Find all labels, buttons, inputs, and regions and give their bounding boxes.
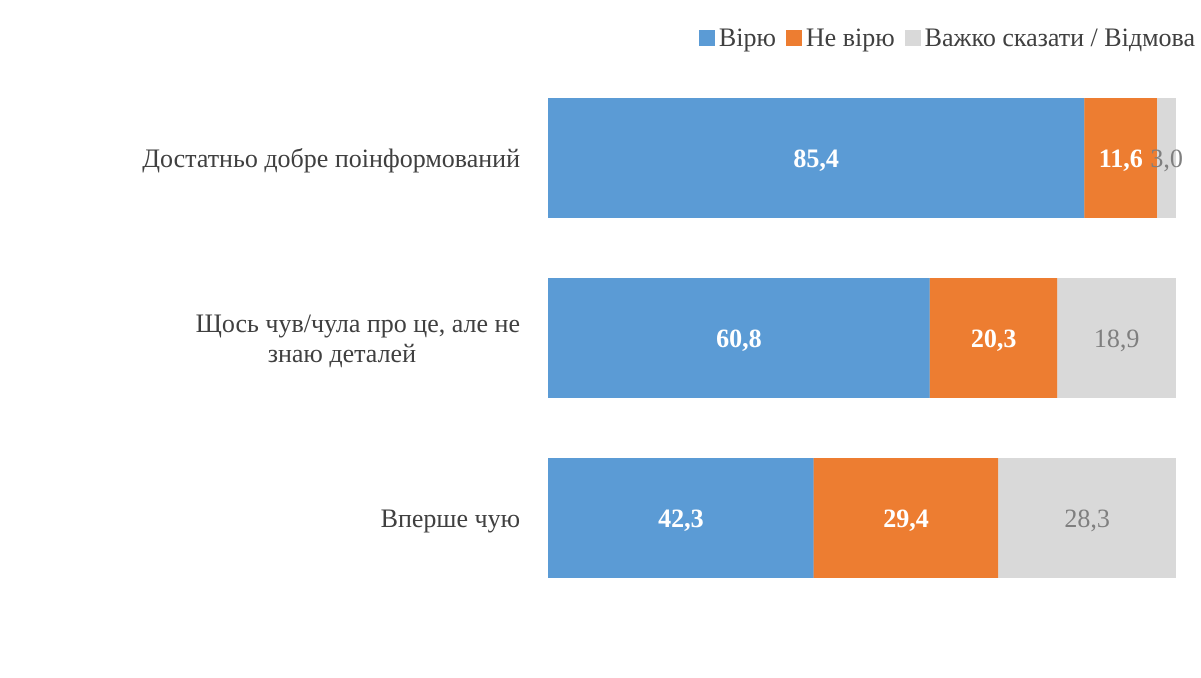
data-label-not-believe: 11,6	[1099, 144, 1143, 173]
bar-segment-hard-to-say	[1057, 278, 1176, 398]
data-label-hard-to-say: 3,0	[1150, 144, 1183, 173]
legend-label-not-believe: Не вірю	[805, 23, 895, 52]
bar-segment-not-believe	[813, 458, 999, 578]
bar-segment-believe	[548, 458, 814, 578]
data-label-believe: 42,3	[658, 504, 704, 533]
legend-swatch-not-believe	[785, 30, 802, 46]
bar-segment-hard-to-say	[998, 458, 1176, 578]
category-label: Достатньо добре поінформований	[142, 144, 520, 173]
legend-item-believe: Вірю	[698, 23, 776, 53]
data-label-believe: 60,8	[716, 324, 762, 353]
legend: Вірю Не вірю Важко сказати / Відмова	[698, 20, 1195, 56]
legend-swatch-believe	[698, 30, 715, 46]
legend-item-hard-to-say: Важко сказати / Відмова	[904, 23, 1195, 53]
bar-segment-believe	[548, 278, 930, 398]
data-label-believe: 85,4	[793, 144, 839, 173]
legend-label-believe: Вірю	[718, 23, 776, 52]
category-label: Вперше чую	[381, 504, 520, 533]
data-label-hard-to-say: 28,3	[1064, 504, 1110, 533]
legend-swatch-hard-to-say	[904, 30, 921, 46]
bar-segment-not-believe	[929, 278, 1058, 398]
data-label-hard-to-say: 18,9	[1094, 324, 1140, 353]
legend-item-not-believe: Не вірю	[785, 23, 895, 53]
data-label-not-believe: 29,4	[883, 504, 929, 533]
legend-label-hard-to-say: Важко сказати / Відмова	[924, 23, 1195, 52]
bar-segment-believe	[548, 98, 1085, 218]
bar-segment-hard-to-say	[1157, 98, 1176, 218]
bar-segment-not-believe	[1084, 98, 1158, 218]
data-label-not-believe: 20,3	[971, 324, 1017, 353]
category-label: Щось чув/чула про це, але не знаю деталей	[196, 309, 520, 368]
